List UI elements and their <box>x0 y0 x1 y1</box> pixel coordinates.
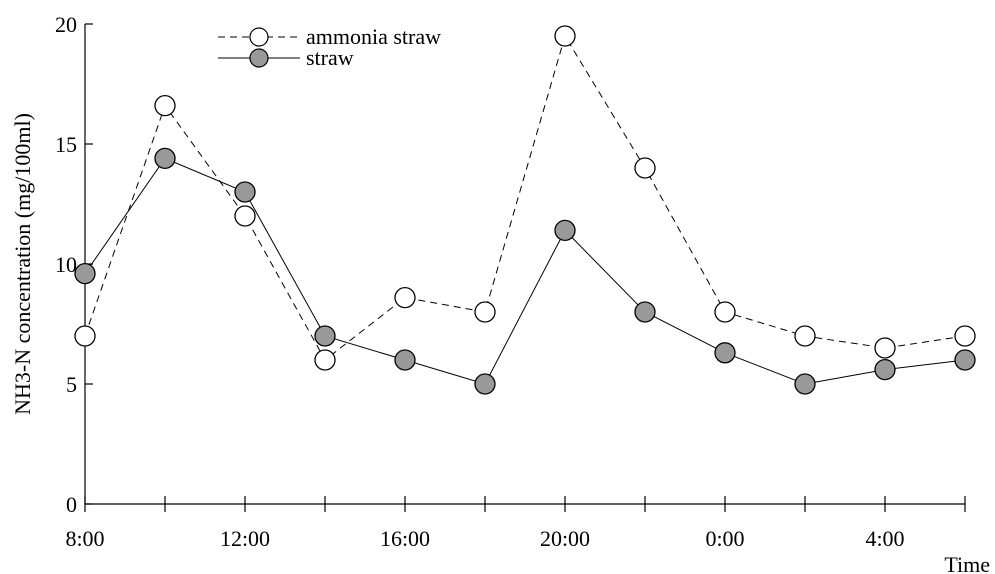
x-tick-label: 20:00 <box>540 526 590 551</box>
y-tick-label: 10 <box>55 252 77 277</box>
x-axis-title: Time <box>944 552 990 574</box>
x-tick-label: 4:00 <box>865 526 904 551</box>
point-ammonia-straw <box>74 325 96 347</box>
point-straw <box>394 349 416 371</box>
legend-item-straw: straw <box>218 45 354 70</box>
x-tick-label: 16:00 <box>380 526 430 551</box>
point-straw <box>954 349 976 371</box>
point-ammonia-straw <box>474 301 496 323</box>
point-straw <box>554 219 576 242</box>
axes <box>84 24 965 505</box>
x-tick-label: 12:00 <box>220 526 270 551</box>
point-ammonia-straw <box>314 349 336 371</box>
y-tick-label: 5 <box>66 372 77 397</box>
legend-item-ammonia-straw: ammonia straw <box>218 24 441 49</box>
point-straw <box>714 342 736 364</box>
point-ammonia-straw <box>714 301 736 323</box>
point-ammonia-straw <box>234 205 256 227</box>
y-axis-title: NH3-N concentration (mg/100ml) <box>10 113 35 415</box>
point-straw <box>314 325 336 347</box>
x-tick-label: 0:00 <box>705 526 744 551</box>
y-tick-label: 20 <box>55 12 77 37</box>
point-ammonia-straw <box>394 286 416 309</box>
series-layer <box>74 25 976 395</box>
point-ammonia-straw <box>954 325 976 347</box>
y-tick-label: 15 <box>55 132 77 157</box>
legend-label-ammonia-straw: ammonia straw <box>306 24 441 49</box>
point-ammonia-straw <box>554 25 576 47</box>
point-straw <box>474 373 496 395</box>
legend-marker-straw <box>249 48 269 68</box>
x-ticks: 8:00 12:00 16:00 20:00 0:00 4:00 <box>65 496 966 551</box>
legend: ammonia straw straw <box>218 24 441 70</box>
x-tick-label: 8:00 <box>65 526 104 551</box>
point-straw <box>154 147 176 170</box>
y-tick-label: 0 <box>66 492 77 517</box>
point-straw <box>874 358 896 381</box>
point-ammonia-straw <box>634 157 656 179</box>
point-straw <box>794 373 816 395</box>
point-ammonia-straw <box>154 94 176 117</box>
series-line-ammonia-straw <box>84 34 966 361</box>
point-ammonia-straw <box>794 325 816 347</box>
point-straw <box>234 181 256 203</box>
point-straw <box>634 301 656 323</box>
legend-marker-ammonia-straw <box>249 27 269 47</box>
point-ammonia-straw <box>874 337 896 359</box>
point-straw <box>74 262 96 285</box>
series-line-straw <box>84 157 966 385</box>
legend-label-straw: straw <box>306 45 354 70</box>
